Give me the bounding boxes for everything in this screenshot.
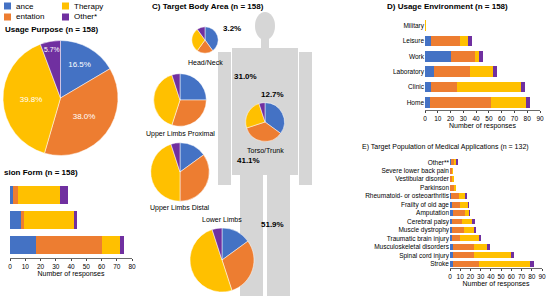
svg-text:Therapy: Therapy <box>74 2 103 11</box>
svg-text:Upper Limbs Distal: Upper Limbs Distal <box>150 204 210 212</box>
svg-text:39.8%: 39.8% <box>20 95 43 104</box>
svg-text:80: 80 <box>528 273 536 280</box>
svg-text:Usage Purpose (n = 158): Usage Purpose (n = 158) <box>5 25 98 34</box>
svg-text:40: 40 <box>487 273 495 280</box>
svg-text:Work: Work <box>409 53 425 60</box>
svg-text:0: 0 <box>448 273 452 280</box>
svg-text:Other**: Other** <box>428 159 450 166</box>
svg-text:D) Usage Environment (n = 158): D) Usage Environment (n = 158) <box>387 2 508 11</box>
svg-text:C) Target Body Area (n = 158): C) Target Body Area (n = 158) <box>152 2 264 11</box>
svg-text:70: 70 <box>511 115 519 122</box>
svg-text:Military: Military <box>403 22 424 30</box>
svg-text:Musculoskeletal disorders: Musculoskeletal disorders <box>374 243 450 250</box>
svg-text:70: 70 <box>113 263 121 270</box>
svg-text:10: 10 <box>434 115 442 122</box>
svg-text:Stroke: Stroke <box>430 260 449 267</box>
svg-text:80: 80 <box>128 263 136 270</box>
svg-text:80: 80 <box>524 115 532 122</box>
svg-text:60: 60 <box>508 273 516 280</box>
svg-text:Upper Limbs Proximal: Upper Limbs Proximal <box>146 130 215 138</box>
svg-text:50: 50 <box>83 263 91 270</box>
svg-text:30: 30 <box>477 273 485 280</box>
svg-text:ance: ance <box>16 2 34 11</box>
svg-text:E) Target Population of Medica: E) Target Population of Medical Applicat… <box>362 143 529 151</box>
svg-text:90: 90 <box>536 115 544 122</box>
svg-text:Other*: Other* <box>74 12 97 21</box>
svg-text:30: 30 <box>52 263 60 270</box>
svg-text:Muscle dystrophy: Muscle dystrophy <box>398 226 449 234</box>
svg-text:Lower Limbs: Lower Limbs <box>202 216 242 223</box>
svg-text:12.7%: 12.7% <box>261 90 284 99</box>
svg-text:10: 10 <box>22 263 30 270</box>
svg-text:entation: entation <box>16 12 44 21</box>
svg-text:0: 0 <box>8 263 12 270</box>
svg-text:60: 60 <box>98 263 106 270</box>
svg-text:Amputation: Amputation <box>416 209 449 217</box>
svg-text:40: 40 <box>472 115 480 122</box>
svg-text:3.2%: 3.2% <box>223 24 241 33</box>
svg-text:60: 60 <box>498 115 506 122</box>
svg-text:Clinic: Clinic <box>408 83 425 90</box>
svg-text:Traumatic brain injury: Traumatic brain injury <box>387 235 450 243</box>
svg-text:0: 0 <box>423 115 427 122</box>
svg-text:Spinal cord injury: Spinal cord injury <box>399 252 450 260</box>
svg-text:70: 70 <box>518 273 526 280</box>
svg-text:Cerebral palsy: Cerebral palsy <box>407 218 450 226</box>
svg-text:Rheumatoid- or osteoarthritis: Rheumatoid- or osteoarthritis <box>365 192 450 199</box>
svg-text:41.1%: 41.1% <box>237 156 260 165</box>
svg-text:5.7%: 5.7% <box>44 46 60 53</box>
svg-text:50: 50 <box>485 115 493 122</box>
svg-text:38.0%: 38.0% <box>73 112 96 121</box>
svg-text:Laboratory: Laboratory <box>393 68 425 76</box>
svg-text:20: 20 <box>447 115 455 122</box>
svg-text:40: 40 <box>67 263 75 270</box>
svg-text:Frailty of old age: Frailty of old age <box>401 201 449 209</box>
svg-text:Leisure: Leisure <box>403 37 425 44</box>
svg-text:Torso/Trunk: Torso/Trunk <box>247 147 284 154</box>
svg-text:Vestibular disorder: Vestibular disorder <box>395 175 450 182</box>
svg-text:Number of responses: Number of responses <box>463 280 530 288</box>
svg-text:30: 30 <box>460 115 468 122</box>
svg-text:Home: Home <box>407 99 425 106</box>
svg-text:10: 10 <box>457 273 465 280</box>
svg-text:sion Form (n = 158): sion Form (n = 158) <box>4 168 78 177</box>
svg-text:20: 20 <box>37 263 45 270</box>
svg-text:31.0%: 31.0% <box>234 72 257 81</box>
svg-text:50: 50 <box>497 273 505 280</box>
svg-text:Number of responses: Number of responses <box>449 122 516 130</box>
svg-text:Head/Neck: Head/Neck <box>188 59 223 66</box>
svg-text:Number of responses: Number of responses <box>38 270 105 278</box>
svg-text:51.9%: 51.9% <box>261 220 284 229</box>
svg-text:Parkinson: Parkinson <box>420 184 449 191</box>
svg-text:Severe lower back pain: Severe lower back pain <box>381 167 449 175</box>
svg-text:90: 90 <box>538 273 546 280</box>
svg-text:20: 20 <box>467 273 475 280</box>
svg-text:16.5%: 16.5% <box>68 60 91 69</box>
